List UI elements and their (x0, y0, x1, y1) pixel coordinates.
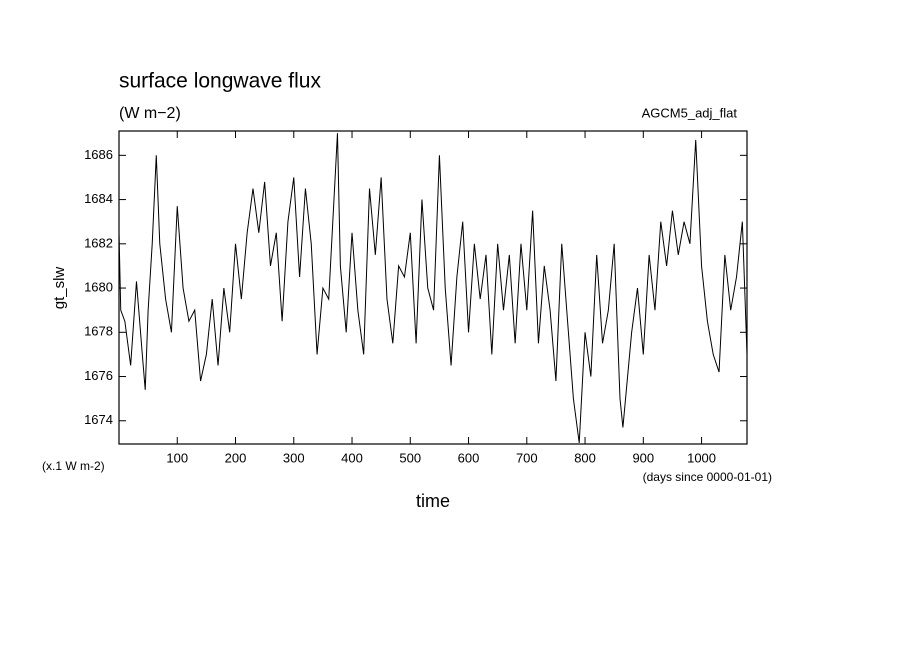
y-tick-label: 1680 (84, 279, 113, 294)
plot-frame (118, 130, 748, 445)
x-tick-label: 300 (283, 450, 305, 465)
x-axis-label: time (416, 491, 450, 511)
y-tick-label: 1674 (84, 412, 113, 427)
y-tick-label: 1682 (84, 235, 113, 250)
x-unit-note: (days since 0000-01-01) (643, 470, 772, 484)
y-tick-label: 1676 (84, 368, 113, 383)
x-tick-label: 400 (341, 450, 363, 465)
x-tick-label: 1000 (687, 450, 716, 465)
chart-subtitle: (W m−2) (119, 105, 181, 122)
y-tick-label: 1684 (84, 191, 113, 206)
chart-title: surface longwave flux (119, 70, 321, 93)
x-tick-label: 700 (516, 450, 538, 465)
x-tick-label: 900 (632, 450, 654, 465)
x-tick-label: 600 (458, 450, 480, 465)
x-tick-label: 200 (225, 450, 247, 465)
y-axis-label: gt_slw (51, 267, 68, 310)
y-tick-label: 1686 (84, 147, 113, 162)
x-tick-label: 500 (399, 450, 421, 465)
series-line (118, 133, 748, 443)
annotation: AGCM5_adj_flat (642, 105, 738, 120)
x-tick-label: 800 (574, 450, 596, 465)
y-tick-label: 1678 (84, 324, 113, 339)
x-tick-label: 100 (166, 450, 188, 465)
y-unit-note: (x.1 W m-2) (42, 459, 105, 473)
